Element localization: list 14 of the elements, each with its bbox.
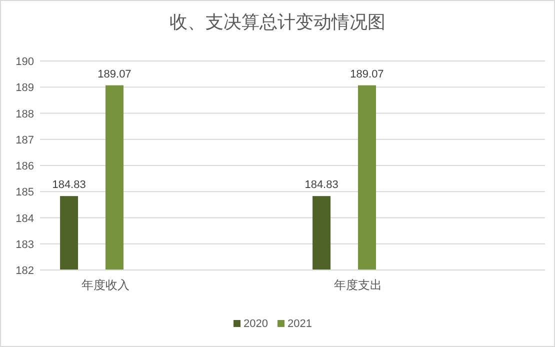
legend: 2021	[288, 318, 312, 330]
ytick: 186	[16, 160, 34, 172]
ytick: 185	[16, 186, 34, 199]
legend: 2020	[244, 318, 268, 330]
category: 年度收入	[82, 278, 130, 292]
category: 年度支出	[334, 278, 382, 292]
ytick: 182	[16, 265, 34, 277]
ytick: 188	[16, 108, 34, 120]
ytick: 189	[16, 82, 34, 94]
ytick: 187	[16, 134, 34, 146]
ytick: 183	[16, 238, 34, 251]
title: 收、支决算总计变动情况图	[170, 12, 386, 32]
ytick: 190	[16, 56, 34, 68]
ytick: 184	[16, 212, 34, 225]
